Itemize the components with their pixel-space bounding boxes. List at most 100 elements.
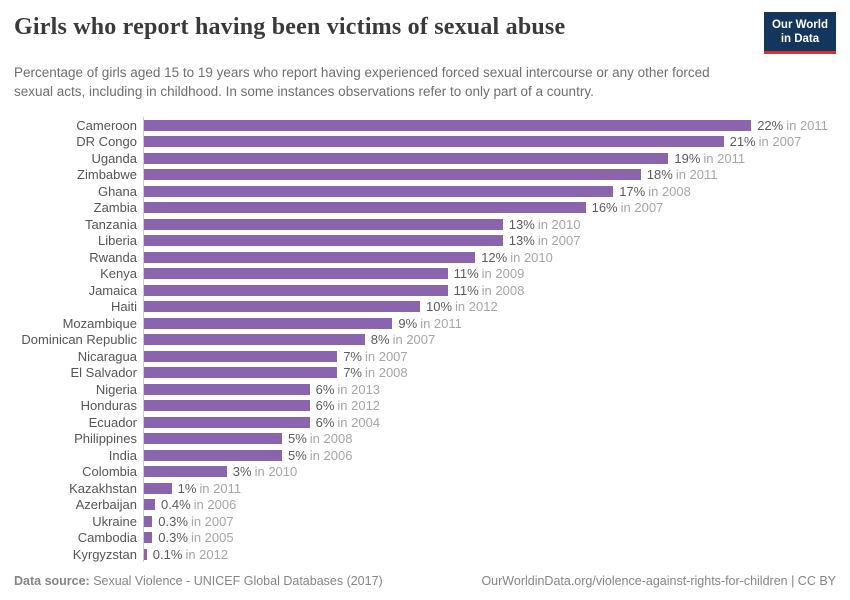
value-label: 0.4% xyxy=(161,497,191,513)
chart-row: Colombia 3% in 2010 xyxy=(14,463,836,480)
country-label: Zambia xyxy=(93,200,137,216)
bar[interactable] xyxy=(144,301,420,313)
bar[interactable] xyxy=(144,251,476,263)
bar[interactable] xyxy=(144,400,310,412)
chart-row: Cameroon 22% in 2011 xyxy=(14,116,836,134)
year-label: in 2011 xyxy=(786,117,828,133)
country-label: Kenya xyxy=(100,266,137,282)
bar-track: 18% in 2011 xyxy=(143,166,836,183)
bar[interactable] xyxy=(144,136,724,148)
country-label: Ghana xyxy=(97,183,137,199)
country-label: Uganda xyxy=(91,150,137,166)
value-label: 9% xyxy=(398,315,418,331)
country-label: El Salvador xyxy=(70,365,137,381)
bar[interactable] xyxy=(144,185,614,197)
year-label: in 2007 xyxy=(620,200,664,216)
bar[interactable] xyxy=(144,152,669,164)
bar-track: 0.1% in 2012 xyxy=(143,545,836,563)
value-label: 0.1% xyxy=(152,546,183,562)
value-label: 13% xyxy=(508,216,535,232)
year-label: in 2007 xyxy=(190,513,234,529)
bar[interactable] xyxy=(144,548,147,560)
bar[interactable] xyxy=(144,284,448,296)
year-label: in 2012 xyxy=(455,299,498,315)
value-label: 16% xyxy=(591,200,618,216)
year-label: in 2010 xyxy=(510,249,553,265)
chart-row: Dominican Republic 8% in 2007 xyxy=(14,331,836,348)
bar[interactable] xyxy=(144,482,172,494)
chart-row: Haiti 10% in 2012 xyxy=(14,298,836,315)
value-label: 21% xyxy=(729,134,756,150)
chart-row: Azerbaijan 0.4% in 2006 xyxy=(14,496,836,513)
bar-track: 17% in 2008 xyxy=(143,182,836,200)
year-label: in 2011 xyxy=(199,480,242,496)
year-label: in 2010 xyxy=(537,216,581,232)
country-label: India xyxy=(108,447,137,463)
bar[interactable] xyxy=(144,466,227,478)
bar[interactable] xyxy=(144,416,310,428)
country-label: DR Congo xyxy=(76,134,137,150)
bar[interactable] xyxy=(144,218,503,230)
chart-row: DR Congo 21% in 2007 xyxy=(14,133,836,150)
year-label: in 2011 xyxy=(420,315,462,331)
bar-track: 7% in 2007 xyxy=(143,347,836,365)
bar[interactable] xyxy=(144,367,338,379)
year-label: in 2012 xyxy=(185,546,229,562)
bar-track: 10% in 2012 xyxy=(143,298,836,315)
bar-track: 5% in 2008 xyxy=(143,430,836,447)
license-link: OurWorldinData.org/violence-against-righ… xyxy=(481,574,836,588)
value-label: 7% xyxy=(343,365,362,381)
bar[interactable] xyxy=(144,449,282,461)
country-label: Haiti xyxy=(110,299,137,315)
year-label: in 2009 xyxy=(481,266,525,282)
value-label: 17% xyxy=(619,183,646,199)
bar[interactable] xyxy=(144,268,448,280)
bar[interactable] xyxy=(144,499,155,511)
owid-logo-line2: in Data xyxy=(780,33,820,46)
country-label: Liberia xyxy=(97,233,137,249)
chart-row: Tanzania 13% in 2010 xyxy=(14,215,836,233)
bar-track: 11% in 2009 xyxy=(143,265,836,282)
bar-track: 7% in 2008 xyxy=(143,364,836,381)
bar[interactable] xyxy=(144,433,282,445)
value-label: 18% xyxy=(646,167,673,183)
year-label: in 2005 xyxy=(190,530,234,546)
value-label: 6% xyxy=(315,381,335,397)
chart-row: Honduras 6% in 2012 xyxy=(14,397,836,414)
country-label: Ecuador xyxy=(88,414,137,430)
bar-track: 6% in 2012 xyxy=(143,397,836,414)
bar[interactable] xyxy=(144,202,586,214)
chart-row: Zambia 16% in 2007 xyxy=(14,199,836,216)
value-label: 3% xyxy=(232,464,252,480)
chart-row: El Salvador 7% in 2008 xyxy=(14,364,836,381)
year-label: in 2006 xyxy=(309,447,353,463)
bar[interactable] xyxy=(144,235,503,247)
chart-row: Nigeria 6% in 2013 xyxy=(14,380,836,398)
data-source-label: Data source: xyxy=(14,574,90,588)
value-label: 13% xyxy=(508,233,535,249)
year-label: in 2008 xyxy=(648,183,691,199)
bar-track: 16% in 2007 xyxy=(143,199,836,216)
bar[interactable] xyxy=(144,317,393,329)
bar-track: 0.3% in 2005 xyxy=(143,529,836,546)
country-label: Nigeria xyxy=(95,381,137,397)
country-label: Colombia xyxy=(82,464,137,480)
country-label: Mozambique xyxy=(62,315,137,331)
chart-row: Liberia 13% in 2007 xyxy=(14,232,836,249)
year-label: in 2008 xyxy=(481,282,525,298)
bar-chart: Cameroon 22% in 2011 DR Congo 21% in 2007 Ugan… xyxy=(14,116,836,563)
country-label: Tanzania xyxy=(84,216,137,232)
bar[interactable] xyxy=(144,334,365,346)
year-label: in 2012 xyxy=(337,398,381,414)
chart-row: Zimbabwe 18% in 2011 xyxy=(14,166,836,183)
bar[interactable] xyxy=(144,383,310,395)
bar[interactable] xyxy=(144,350,338,362)
bar[interactable] xyxy=(144,532,153,544)
bar-track: 0.3% in 2007 xyxy=(143,512,836,530)
chart-row: Ukraine 0.3% in 2007 xyxy=(14,512,836,530)
bar-track: 13% in 2010 xyxy=(143,215,836,233)
bar[interactable] xyxy=(144,169,641,181)
bar[interactable] xyxy=(144,515,153,527)
chart-row: Kazakhstan 1% in 2011 xyxy=(14,479,836,497)
bar[interactable] xyxy=(144,119,752,131)
